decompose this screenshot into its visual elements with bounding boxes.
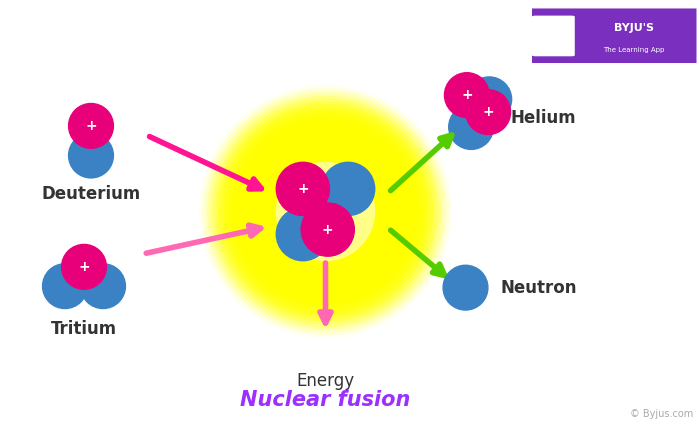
- FancyBboxPatch shape: [532, 8, 696, 63]
- Ellipse shape: [218, 104, 433, 319]
- Text: +: +: [297, 182, 309, 196]
- Ellipse shape: [229, 115, 422, 308]
- Text: The Learning App: The Learning App: [603, 47, 665, 53]
- Text: Energy: Energy: [296, 372, 355, 390]
- Text: Nuclear fusion: Nuclear fusion: [240, 390, 411, 410]
- Ellipse shape: [80, 264, 125, 308]
- Ellipse shape: [253, 139, 398, 284]
- Ellipse shape: [444, 73, 489, 118]
- Ellipse shape: [43, 264, 88, 308]
- Text: +: +: [322, 222, 334, 236]
- Ellipse shape: [276, 208, 330, 261]
- Ellipse shape: [271, 157, 380, 266]
- Ellipse shape: [237, 123, 414, 300]
- Text: Helium: Helium: [511, 110, 577, 127]
- Ellipse shape: [210, 96, 441, 327]
- Ellipse shape: [216, 102, 435, 321]
- Ellipse shape: [242, 128, 409, 295]
- Text: +: +: [461, 88, 472, 102]
- Text: Neutron: Neutron: [500, 279, 577, 297]
- Text: BYJU'S: BYJU'S: [614, 23, 654, 33]
- Ellipse shape: [263, 149, 388, 274]
- Ellipse shape: [260, 146, 391, 277]
- Ellipse shape: [269, 154, 382, 269]
- Ellipse shape: [266, 152, 385, 271]
- Ellipse shape: [258, 144, 393, 279]
- Ellipse shape: [234, 120, 417, 303]
- Ellipse shape: [226, 112, 425, 311]
- Text: Tritium: Tritium: [51, 320, 117, 338]
- Ellipse shape: [69, 104, 113, 148]
- Ellipse shape: [202, 88, 449, 335]
- Ellipse shape: [466, 90, 510, 135]
- FancyBboxPatch shape: [532, 16, 575, 56]
- Ellipse shape: [276, 162, 374, 261]
- Text: © Byjus.com: © Byjus.com: [630, 409, 693, 419]
- Ellipse shape: [232, 117, 419, 306]
- Text: Deuterium: Deuterium: [41, 185, 141, 203]
- Ellipse shape: [223, 110, 428, 313]
- Ellipse shape: [256, 141, 396, 282]
- Ellipse shape: [276, 162, 330, 215]
- Text: +: +: [78, 260, 90, 274]
- Ellipse shape: [301, 203, 354, 256]
- Ellipse shape: [274, 160, 377, 263]
- Ellipse shape: [213, 99, 438, 324]
- Ellipse shape: [321, 162, 374, 215]
- Ellipse shape: [467, 77, 512, 122]
- Ellipse shape: [239, 125, 412, 298]
- Ellipse shape: [62, 244, 106, 289]
- Ellipse shape: [449, 104, 493, 149]
- Ellipse shape: [244, 131, 407, 292]
- Ellipse shape: [207, 93, 444, 330]
- Ellipse shape: [250, 136, 401, 287]
- Ellipse shape: [220, 107, 430, 316]
- Text: +: +: [85, 119, 97, 133]
- Text: +: +: [482, 105, 494, 119]
- Ellipse shape: [276, 162, 374, 261]
- Ellipse shape: [205, 91, 446, 332]
- Ellipse shape: [69, 133, 113, 178]
- Ellipse shape: [247, 133, 404, 290]
- Ellipse shape: [443, 265, 488, 310]
